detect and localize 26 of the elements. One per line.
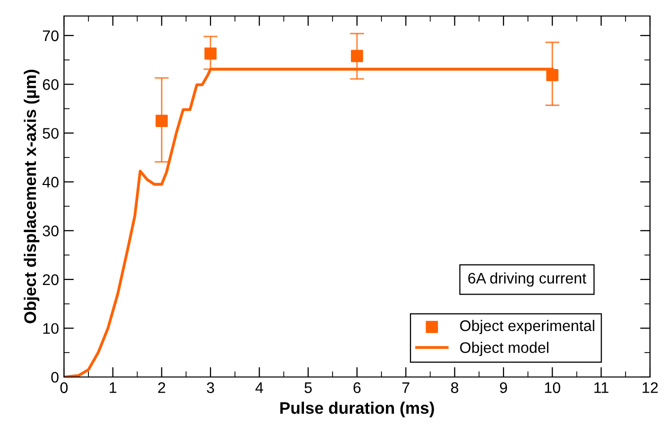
y-tick-label: 30 [42,226,59,236]
x-tick-label: 2 [158,382,166,393]
legend-label: Object experimental [460,320,594,334]
x-tick-label: 7 [402,382,410,393]
x-tick-label: 12 [642,382,658,393]
x-tick-label: 4 [255,382,264,393]
x-tick-label: 9 [500,382,508,394]
x-tick-label: 10 [545,382,560,394]
x-tick-label: 1 [110,382,116,393]
x-tick-label: 8 [451,382,458,394]
y-tick-label: 70 [42,30,59,42]
x-tick-label: 0 [60,382,68,394]
y-axis-title: Object displacement x-axis (µm) [24,70,40,324]
x-tick-label: 11 [594,382,608,393]
y-tick-label: 0 [51,372,59,383]
y-tick-label: 20 [42,274,59,286]
x-tick-label: 5 [304,382,312,394]
x-tick-label: 6 [354,382,361,394]
x-axis-title: Pulse duration (ms) [280,402,434,418]
y-tick-label: 40 [42,176,59,188]
annotation: 6A driving current [468,272,586,287]
legend-label: Object model [460,342,548,356]
x-tick-label: 3 [206,382,214,394]
y-tick-label: 50 [42,128,59,139]
y-tick-label: 60 [42,79,59,90]
y-tick-label: 10 [43,323,59,334]
